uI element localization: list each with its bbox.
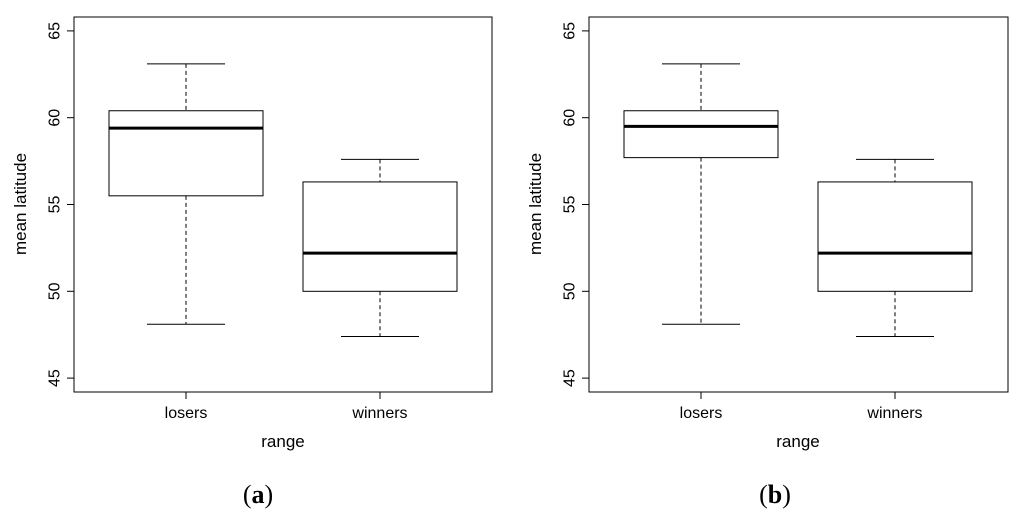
x-axis-title: range <box>776 432 819 451</box>
y-tick-label: 65 <box>562 22 579 40</box>
iqr-box <box>108 110 264 197</box>
x-tick-label: winners <box>351 405 407 422</box>
y-tick-label: 55 <box>47 196 64 214</box>
y-tick-label: 50 <box>562 282 579 300</box>
box-winners <box>302 158 458 337</box>
y-tick-label: 60 <box>562 109 579 127</box>
x-tick-label: losers <box>165 405 208 422</box>
y-tick-label: 60 <box>47 109 64 127</box>
chart-panel-a: 45 50 55 60 65 losers winners range mean latitud… <box>11 16 493 509</box>
x-tick-label: winners <box>866 405 922 422</box>
iqr-box <box>817 181 973 292</box>
y-tick-label: 45 <box>562 369 579 387</box>
chart-panel-b: 45 50 55 60 65 losers winners range mean latitud… <box>526 16 1009 509</box>
y-axis-title: mean latitude <box>526 153 545 255</box>
iqr-box <box>302 181 458 292</box>
iqr-box <box>623 110 779 159</box>
y-tick-label: 50 <box>47 282 64 300</box>
y-tick-label: 55 <box>562 196 579 214</box>
y-tick-label: 65 <box>47 22 64 40</box>
panel-label: (b) <box>759 480 791 509</box>
x-axis-title: range <box>261 432 304 451</box>
panel-label: (a) <box>243 480 273 509</box>
box-losers <box>623 63 779 325</box>
y-tick-label: 45 <box>47 369 64 387</box>
box-winners <box>817 158 973 337</box>
x-tick-label: losers <box>680 405 723 422</box>
box-losers <box>108 63 264 325</box>
y-axis-title: mean latitude <box>11 153 30 255</box>
